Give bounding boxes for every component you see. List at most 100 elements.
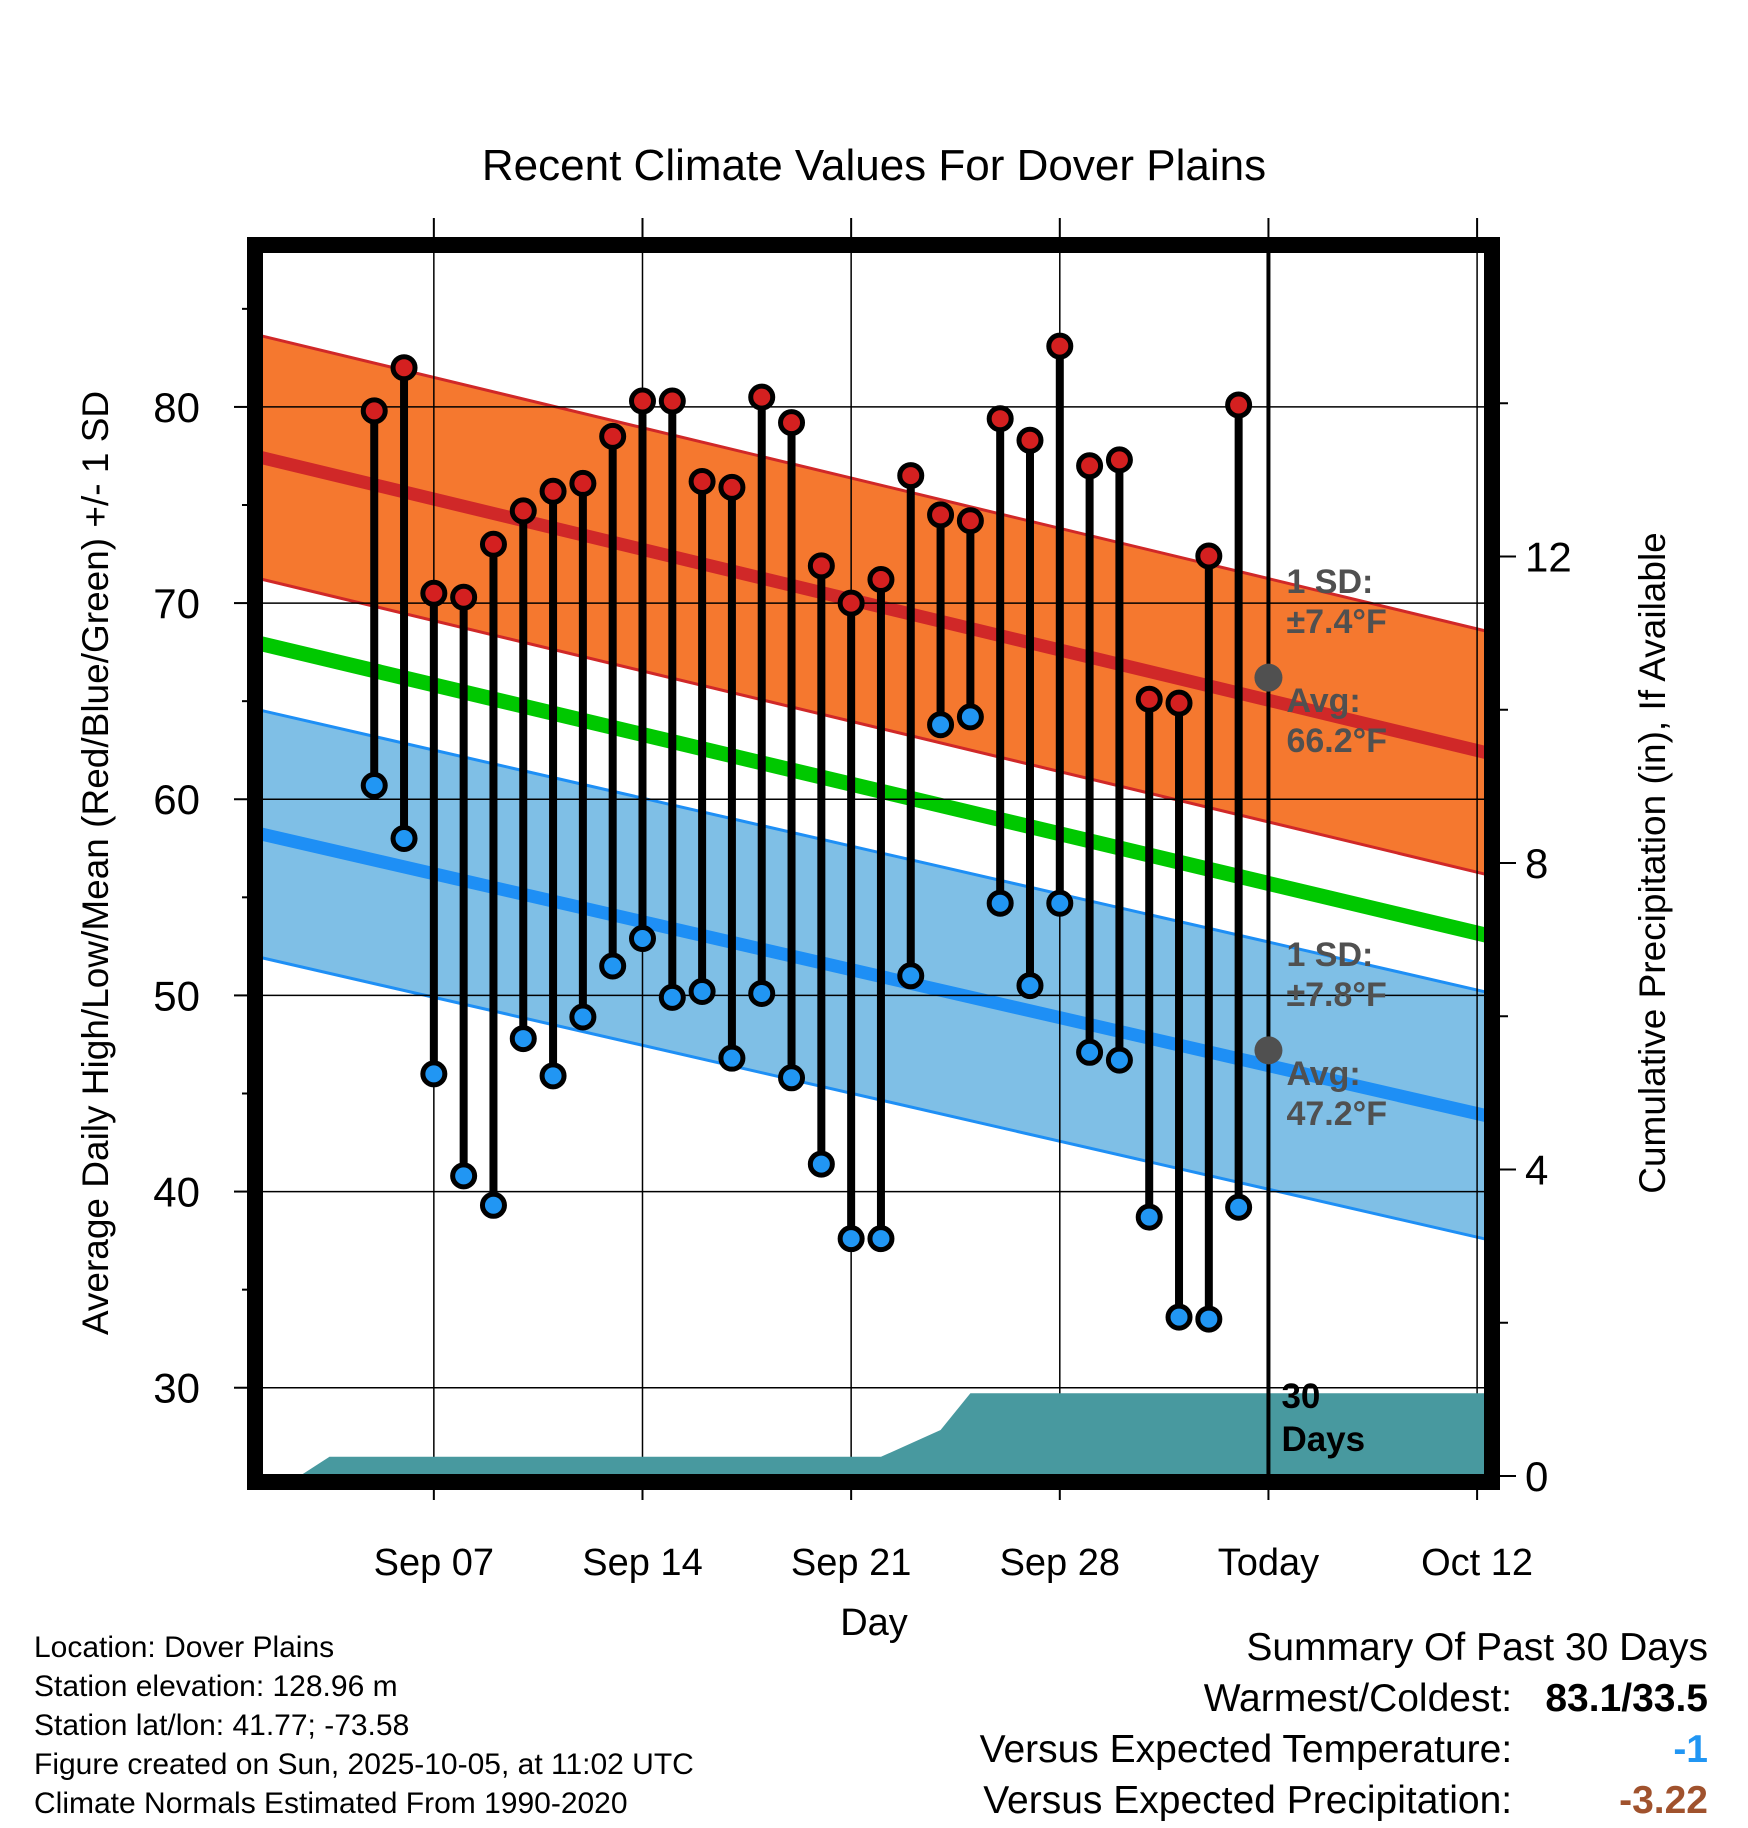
x-tick-label: Sep 14 <box>582 1542 702 1584</box>
daily-high-point <box>569 469 597 497</box>
x-axis-label: Day <box>840 1602 908 1644</box>
low-sd-annotation: 1 SD: <box>1286 936 1373 974</box>
low-avg-annotation: Avg: <box>1286 1055 1360 1093</box>
daily-high-point <box>1195 542 1223 570</box>
summary-title: Summary Of Past 30 Days <box>1246 1626 1708 1669</box>
y-right-tick-label: 4 <box>1525 1147 1548 1194</box>
today-low-avg-marker <box>1254 1036 1283 1065</box>
daily-low-point <box>628 925 656 953</box>
daily-low-point <box>1105 1046 1133 1074</box>
today-window-label: 30 <box>1281 1377 1320 1416</box>
daily-high-point <box>1135 685 1163 713</box>
daily-high-point <box>479 530 507 558</box>
y-right-tick-label: 0 <box>1525 1453 1548 1500</box>
daily-low-point <box>1016 972 1044 1000</box>
daily-high-point <box>658 387 686 415</box>
daily-high-point <box>927 501 955 529</box>
daily-low-point <box>1195 1305 1223 1333</box>
daily-low-point <box>1135 1203 1163 1231</box>
y-right-tick-label: 12 <box>1525 534 1572 581</box>
daily-low-point <box>748 979 776 1007</box>
daily-high-point <box>778 409 806 437</box>
station-location: Location: Dover Plains <box>34 1631 335 1664</box>
daily-high-point <box>450 583 478 611</box>
y-tick-label: 80 <box>153 384 200 431</box>
normals-period: Climate Normals Estimated From 1990-2020 <box>34 1787 628 1820</box>
y-axis-label: Average Daily High/Low/Mean (Red/Blue/Gr… <box>75 391 116 1335</box>
daily-low-point <box>420 1060 448 1088</box>
daily-low-point <box>897 962 925 990</box>
temp-departure-row: Versus Expected Temperature: -1 <box>808 1724 1708 1775</box>
daily-low-point <box>956 703 984 731</box>
daily-low-point <box>837 1225 865 1253</box>
y-tick-label: 50 <box>153 972 200 1019</box>
daily-low-point <box>509 1025 537 1053</box>
x-tick-label: Sep 21 <box>791 1542 911 1584</box>
daily-high-point <box>748 383 776 411</box>
station-latlon: Station lat/lon: 41.77; -73.58 <box>34 1709 410 1742</box>
daily-high-point <box>509 497 537 525</box>
temp-departure-label: Versus Expected Temperature: <box>979 1728 1513 1771</box>
today-window-label: Days <box>1281 1420 1365 1459</box>
daily-low-point <box>1046 889 1074 917</box>
figure-created: Figure created on Sun, 2025-10-05, at 11… <box>34 1748 694 1781</box>
daily-high-point <box>1165 689 1193 717</box>
daily-high-point <box>1046 332 1074 360</box>
precip-departure-value: -3.22 <box>1619 1779 1708 1822</box>
y-tick-label: 70 <box>153 580 200 627</box>
daily-low-point <box>360 772 388 800</box>
daily-low-point <box>927 711 955 739</box>
daily-high-point <box>1105 446 1133 474</box>
summary-panel: Summary Of Past 30 Days Warmest/Coldest:… <box>808 1622 1708 1826</box>
station-elevation: Station elevation: 128.96 m <box>34 1670 398 1703</box>
precip-area <box>262 1393 1492 1476</box>
daily-high-point <box>1076 452 1104 480</box>
station-info: Location: Dover Plains Station elevation… <box>34 1628 694 1823</box>
daily-low-point <box>569 1003 597 1031</box>
daily-low-point <box>658 983 686 1011</box>
x-tick-label: Today <box>1218 1542 1319 1584</box>
daily-high-point <box>897 462 925 490</box>
daily-low-point <box>479 1191 507 1219</box>
today-high-avg-marker <box>1254 663 1283 692</box>
warmest-coldest-label: Warmest/Coldest: <box>1203 1677 1513 1720</box>
daily-low-point <box>450 1162 478 1190</box>
daily-low-point <box>867 1225 895 1253</box>
high-avg-annotation: 66.2°F <box>1286 722 1387 760</box>
y-axis-right-label: Cumulative Precipitation (in), If Availa… <box>1632 532 1673 1194</box>
daily-high-point <box>867 566 895 594</box>
low-sd-annotation: ±7.8°F <box>1286 976 1386 1014</box>
high-band-upper-edge <box>262 334 1493 634</box>
high-avg-annotation: Avg: <box>1286 682 1360 720</box>
daily-low-point <box>1076 1038 1104 1066</box>
daily-high-point <box>986 405 1014 433</box>
y-tick-label: 60 <box>153 776 200 823</box>
high-sd-annotation: 1 SD: <box>1286 563 1373 601</box>
high-sd-annotation: ±7.4°F <box>1286 603 1386 641</box>
daily-high-point <box>599 422 627 450</box>
daily-high-point <box>628 387 656 415</box>
daily-high-point <box>390 354 418 382</box>
plot-frame <box>247 237 1500 1490</box>
daily-low-point <box>718 1044 746 1072</box>
high-normal-line <box>262 451 1494 761</box>
precip-departure-row: Versus Expected Precipitation: -3.22 <box>808 1775 1708 1826</box>
precip-departure-label: Versus Expected Precipitation: <box>983 1779 1513 1822</box>
temp-departure-value: -1 <box>1673 1728 1708 1771</box>
y-tick-label: 40 <box>153 1169 200 1216</box>
warmest-coldest-value: 83.1/33.5 <box>1545 1677 1708 1720</box>
y-tick-label: 30 <box>153 1365 200 1412</box>
daily-high-point <box>539 477 567 505</box>
daily-high-point <box>956 507 984 535</box>
daily-low-point <box>390 824 418 852</box>
daily-high-point <box>807 552 835 580</box>
daily-low-point <box>539 1062 567 1090</box>
x-tick-label: Oct 12 <box>1421 1542 1533 1584</box>
daily-low-point <box>807 1150 835 1178</box>
daily-low-point <box>778 1064 806 1092</box>
low-avg-annotation: 47.2°F <box>1286 1095 1387 1133</box>
daily-high-point <box>420 579 448 607</box>
daily-low-point <box>1165 1303 1193 1331</box>
x-tick-label: Sep 07 <box>374 1542 494 1584</box>
